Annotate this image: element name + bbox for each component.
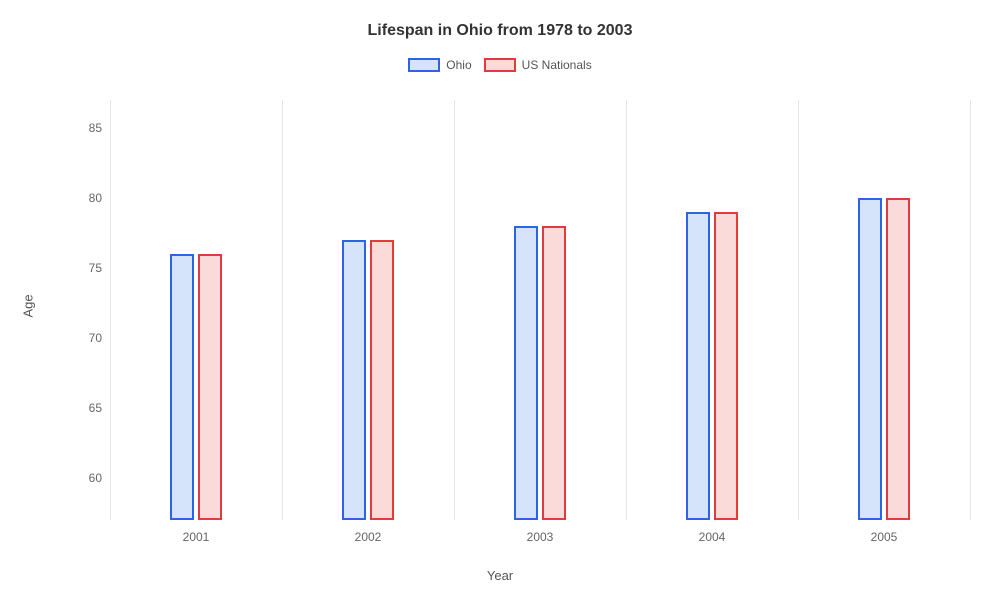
y-tick-label: 60 <box>89 471 102 485</box>
x-axis-title: Year <box>487 568 513 583</box>
y-tick-label: 85 <box>89 121 102 135</box>
bars-layer <box>110 100 970 520</box>
plot-area: 606570758085 20012002200320042005 <box>70 100 970 520</box>
legend: Ohio US Nationals <box>0 58 1000 72</box>
legend-item: Ohio <box>408 58 471 72</box>
y-tick-label: 65 <box>89 401 102 415</box>
legend-swatch <box>484 58 516 72</box>
legend-item: US Nationals <box>484 58 592 72</box>
chart-title: Lifespan in Ohio from 1978 to 2003 <box>0 0 1000 40</box>
chart-container: Lifespan in Ohio from 1978 to 2003 Ohio U… <box>0 0 1000 600</box>
grid-line <box>970 100 971 520</box>
bar <box>886 198 910 520</box>
bar <box>714 212 738 520</box>
x-tick-label: 2003 <box>527 530 554 544</box>
legend-label: US Nationals <box>522 58 592 72</box>
bar <box>342 240 366 520</box>
bar <box>858 198 882 520</box>
legend-swatch <box>408 58 440 72</box>
bar <box>370 240 394 520</box>
bar <box>170 254 194 520</box>
bar <box>514 226 538 520</box>
y-tick-label: 80 <box>89 191 102 205</box>
y-tick-label: 75 <box>89 261 102 275</box>
y-tick-label: 70 <box>89 331 102 345</box>
y-axis-title: Age <box>21 294 36 317</box>
y-axis: 60 65 70 75 80 85 <box>70 100 110 520</box>
bar <box>198 254 222 520</box>
x-tick-label: 2004 <box>699 530 726 544</box>
bar <box>542 226 566 520</box>
legend-label: Ohio <box>446 58 471 72</box>
x-tick-label: 2005 <box>871 530 898 544</box>
bar <box>686 212 710 520</box>
x-tick-label: 2002 <box>355 530 382 544</box>
x-tick-label: 2001 <box>183 530 210 544</box>
